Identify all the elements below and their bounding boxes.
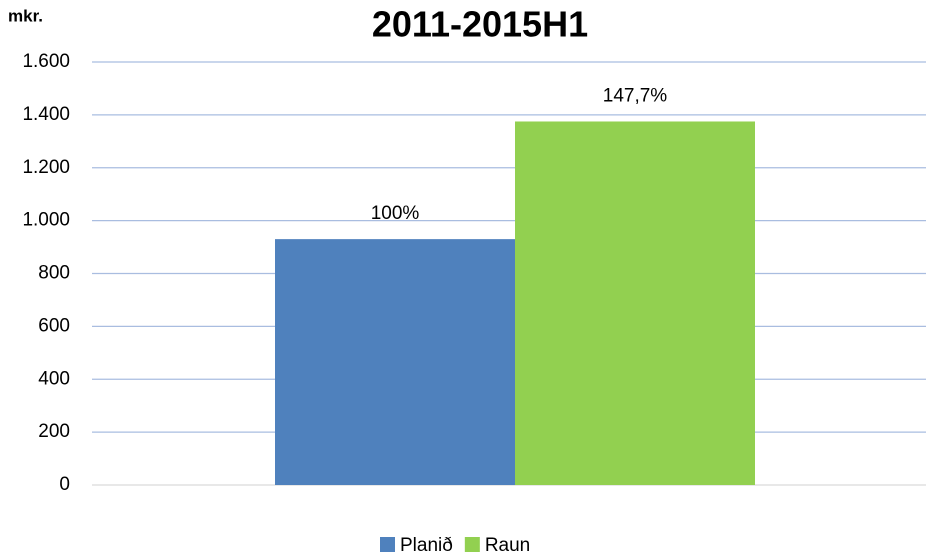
y-tick-label: 1.000 <box>22 210 70 231</box>
y-tick-label: 1.200 <box>22 157 70 178</box>
y-tick-label: 0 <box>59 474 70 495</box>
y-tick-label: 600 <box>38 315 70 336</box>
bar <box>515 121 755 485</box>
legend-swatch <box>464 537 480 552</box>
y-tick-label: 400 <box>38 368 70 389</box>
legend-label: Raun <box>485 535 530 556</box>
y-tick-label: 800 <box>38 263 70 284</box>
legend-label: Planið <box>400 535 453 556</box>
bar <box>275 239 515 485</box>
y-tick-label: 1.600 <box>22 51 70 72</box>
chart-title: 2011-2015H1 <box>372 4 588 45</box>
legend-swatch <box>380 537 395 552</box>
y-axis-label: mkr. <box>8 6 43 25</box>
annotation: 147,7% <box>603 86 668 107</box>
y-tick-label: 200 <box>38 421 70 442</box>
annotation: 100% <box>371 203 420 224</box>
y-tick-label: 1.400 <box>22 104 70 125</box>
